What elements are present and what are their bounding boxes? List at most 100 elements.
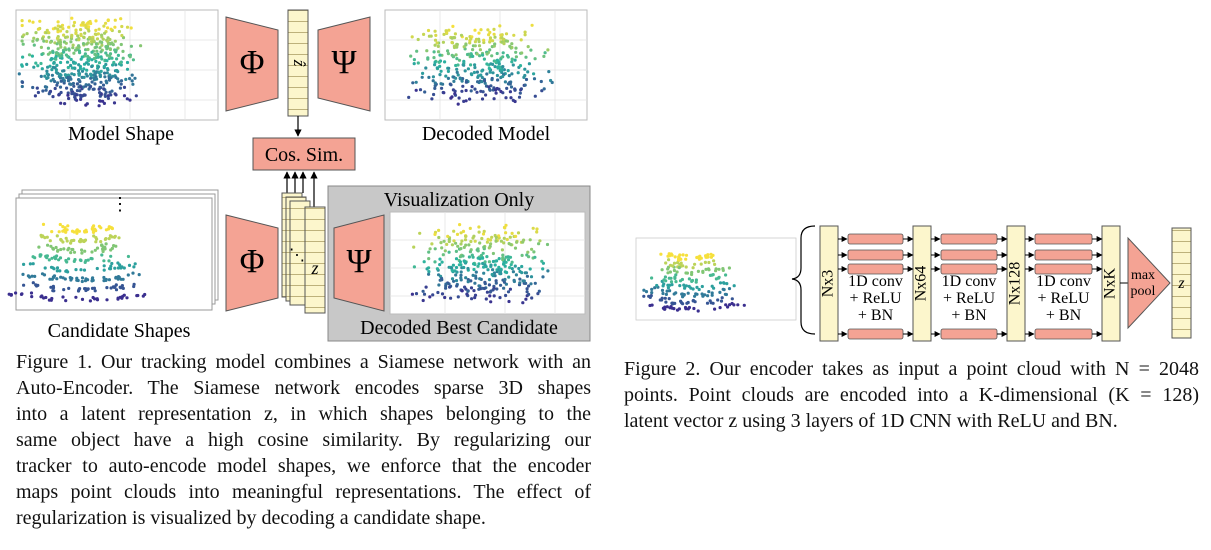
point	[462, 59, 466, 63]
point	[25, 62, 29, 66]
point	[84, 48, 88, 52]
point	[525, 287, 529, 291]
point	[718, 306, 722, 310]
point	[78, 64, 82, 69]
point	[133, 262, 137, 266]
point	[125, 296, 129, 300]
point	[106, 36, 110, 40]
point	[51, 286, 56, 290]
point	[670, 306, 674, 310]
point	[95, 49, 99, 53]
point	[455, 232, 460, 236]
point	[122, 94, 127, 98]
point	[131, 271, 135, 275]
point	[484, 297, 488, 301]
point	[114, 276, 118, 280]
point	[64, 299, 68, 303]
point	[98, 40, 102, 44]
point	[120, 24, 124, 29]
point	[478, 277, 482, 281]
point	[721, 287, 725, 291]
point	[484, 93, 488, 97]
point	[86, 287, 90, 291]
point	[48, 40, 53, 44]
point	[642, 288, 646, 292]
point	[506, 55, 510, 59]
point	[17, 72, 21, 76]
point	[45, 235, 49, 239]
point	[713, 307, 717, 311]
point	[449, 296, 453, 300]
point	[475, 248, 479, 252]
point	[464, 37, 469, 41]
point	[133, 76, 137, 80]
point	[717, 267, 721, 271]
point	[444, 29, 448, 33]
point	[48, 239, 52, 243]
z-hat-symbol: ẑ	[290, 59, 309, 67]
phi-encoder-bottom: Φ	[225, 214, 279, 312]
point	[442, 239, 446, 243]
decoded-model-plot	[384, 9, 588, 121]
point	[44, 295, 48, 300]
point	[116, 70, 120, 74]
point	[518, 281, 522, 285]
psi-decoder-bottom: Ψ	[333, 214, 385, 312]
point	[52, 275, 56, 279]
point	[454, 53, 458, 57]
point	[699, 262, 703, 266]
point	[442, 32, 446, 37]
point	[58, 85, 63, 89]
point	[64, 53, 68, 57]
point	[464, 43, 468, 47]
point	[65, 260, 69, 264]
point	[119, 82, 123, 86]
point	[678, 279, 683, 283]
point	[681, 253, 685, 257]
conv-unit	[940, 249, 998, 261]
point	[119, 61, 123, 65]
point	[32, 43, 36, 47]
point	[69, 82, 73, 86]
point	[512, 33, 516, 37]
point	[690, 272, 694, 277]
point	[124, 77, 128, 81]
point	[440, 246, 444, 250]
point	[73, 61, 77, 65]
point	[526, 45, 530, 49]
point	[107, 237, 111, 241]
point	[102, 275, 106, 280]
point	[87, 83, 91, 87]
point	[20, 84, 24, 89]
point	[61, 295, 65, 299]
point	[499, 33, 503, 37]
point	[504, 96, 508, 100]
point	[433, 260, 437, 264]
point	[682, 283, 686, 287]
point	[66, 270, 70, 274]
point	[114, 63, 118, 67]
point	[724, 303, 728, 307]
point	[524, 297, 528, 301]
point	[493, 65, 497, 69]
point	[479, 73, 483, 77]
caption-line: points. Point clouds are encoded into a …	[624, 384, 1199, 406]
point	[488, 294, 492, 298]
point	[508, 90, 512, 94]
conv-label: + ReLU	[1037, 290, 1090, 307]
point	[473, 87, 477, 91]
point	[99, 50, 103, 54]
point	[21, 42, 25, 46]
point	[495, 259, 499, 263]
point	[67, 286, 71, 290]
point	[90, 64, 94, 69]
point	[432, 56, 436, 60]
point	[484, 265, 488, 269]
point	[84, 83, 88, 87]
point	[103, 94, 107, 98]
point	[487, 283, 491, 287]
point	[95, 266, 99, 271]
latent-z-symbol: z	[1177, 275, 1185, 292]
point	[470, 73, 474, 77]
point	[724, 292, 729, 297]
